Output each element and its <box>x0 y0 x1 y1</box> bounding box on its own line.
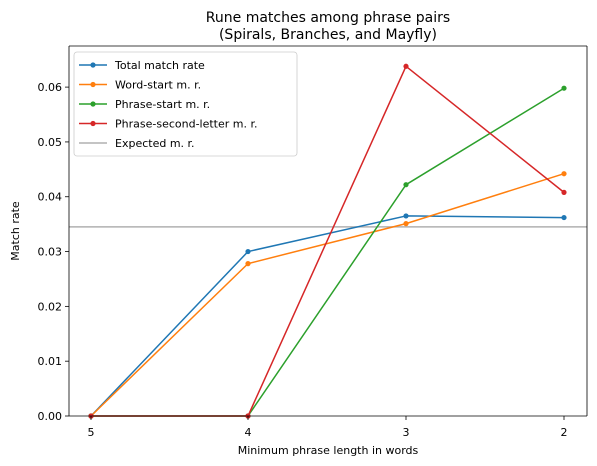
legend-item: Total match rate <box>79 59 205 72</box>
chart-subtitle: (Spirals, Branches, and Mayfly) <box>219 27 437 43</box>
data-point <box>403 63 409 69</box>
data-point <box>561 189 567 195</box>
series-line <box>90 173 565 417</box>
x-tick-label: 2 <box>561 426 568 439</box>
legend: Total match rate Word-start m. r. Phrase-s… <box>73 51 298 157</box>
legend-marker <box>90 101 96 107</box>
legend-label: Total match rate <box>114 59 205 72</box>
data-point <box>245 261 251 267</box>
data-point <box>403 182 409 188</box>
legend-item: Phrase-second-letter m. r. <box>79 118 258 131</box>
axes-frame <box>68 45 588 417</box>
legend-label: Expected m. r. <box>115 137 195 150</box>
y-tick-label: 0.03 <box>38 246 63 259</box>
data-point <box>403 213 409 219</box>
data-point <box>561 171 567 177</box>
y-tick-label: 0.00 <box>38 410 63 423</box>
x-tick-label: 3 <box>403 426 410 439</box>
data-point <box>245 248 251 255</box>
legend-item: Expected m. r. <box>79 137 195 150</box>
y-ticks: 0.00 0.01 0.02 0.03 0.04 0.05 0.06 <box>38 81 69 423</box>
legend-marker <box>90 62 96 68</box>
legend-label: Word-start m. r. <box>115 79 201 92</box>
legend-item: Phrase-start m. r. <box>79 98 210 111</box>
legend-marker <box>90 81 96 88</box>
x-tick-label: 5 <box>88 426 95 439</box>
y-tick-label: 0.05 <box>38 136 63 149</box>
x-tick-label: 4 <box>245 426 252 439</box>
series-1 <box>88 213 567 419</box>
data-point <box>561 214 567 221</box>
legend-label: Phrase-start m. r. <box>115 98 210 111</box>
y-tick-label: 0.02 <box>38 300 63 313</box>
x-ticks: 5 4 3 2 <box>88 416 568 439</box>
y-tick-label: 0.04 <box>38 191 63 204</box>
x-axis-label: Minimum phrase length in words <box>238 444 419 457</box>
y-tick-label: 0.06 <box>38 81 63 94</box>
y-axis-label: Match rate <box>9 201 22 261</box>
y-tick-label: 0.01 <box>38 355 63 368</box>
chart-title: Rune matches among phrase pairs <box>206 10 450 26</box>
series-line <box>90 215 565 417</box>
data-point <box>403 221 409 227</box>
legend-marker <box>90 120 96 127</box>
legend-item: Word-start m. r. <box>79 79 201 92</box>
legend-box <box>73 51 298 157</box>
data-point <box>561 85 567 91</box>
legend-label: Phrase-second-letter m. r. <box>115 118 258 131</box>
